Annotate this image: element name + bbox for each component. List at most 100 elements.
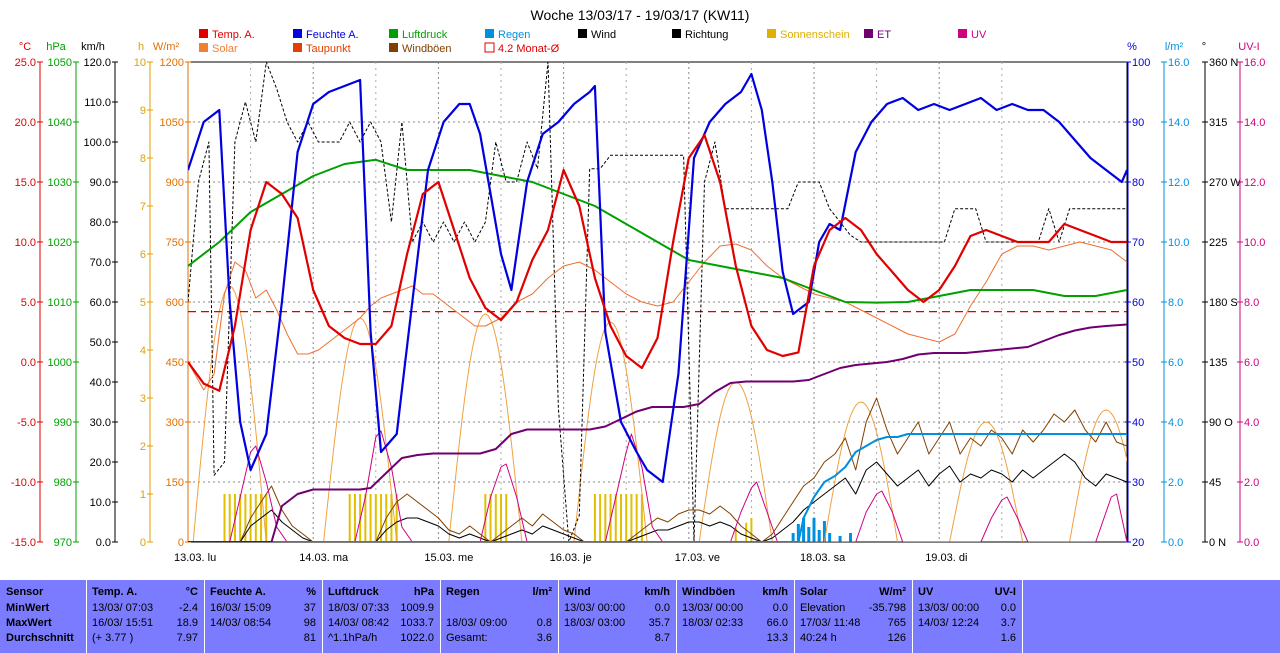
rain-tick-label: 2.0 <box>1168 477 1183 489</box>
sunshine-bar <box>380 494 383 542</box>
wind-tick-label: 0.0 <box>96 537 111 549</box>
stats-cell-value: 81 <box>303 632 316 644</box>
uv-tick-label: 6.0 <box>1244 357 1259 369</box>
sunshine-bar <box>640 494 643 542</box>
x-tick-label: 14.03. ma <box>299 552 349 564</box>
legend-swatch <box>864 29 873 38</box>
stats-cell-value: 13.3 <box>766 632 788 644</box>
sunshine-bar <box>599 494 602 542</box>
direction-axis-unit: ° <box>1202 41 1206 53</box>
wind-tick-label: 40.0 <box>90 377 111 389</box>
stats-cell-value: 7.97 <box>176 632 198 644</box>
rain-cumulative-line <box>188 433 1127 542</box>
rain-bar <box>807 527 811 542</box>
rain-tick-label: 4.0 <box>1168 417 1183 429</box>
solar-tick-label: 300 <box>166 417 184 429</box>
stats-column: Wind km/h 13/03/ 00:00 0.0 18/03/ 03:00 35.7 8… <box>558 580 677 653</box>
legend-label: 4.2 Monat-Ø <box>498 43 560 55</box>
uv-tick-label: 16.0 <box>1244 57 1265 69</box>
wind-axis-unit: km/h <box>81 41 105 53</box>
temp-tick-label: 10.0 <box>15 237 36 249</box>
stats-unit: UV-I <box>994 586 1016 598</box>
humidity-tick-label: 60 <box>1132 297 1144 309</box>
legend-swatch <box>293 43 302 52</box>
x-tick-label: 17.03. ve <box>675 552 720 564</box>
stats-cell-label: 14/03/ 08:54 <box>210 617 272 629</box>
stats-cell-label: MinWert <box>6 602 50 614</box>
sunshine-bar <box>254 494 257 542</box>
uv-tick-label: 8.0 <box>1244 297 1259 309</box>
pressure-tick-label: 1030 <box>48 177 72 189</box>
sunshine-bar <box>369 494 372 542</box>
legend-label: Windböen <box>402 43 452 55</box>
wind-tick-label: 50.0 <box>90 337 111 349</box>
solar-tick-label: 150 <box>166 477 184 489</box>
stats-header: Wind <box>564 586 591 598</box>
stats-column: Sensor MinWert MaxWert Durchschnitt <box>0 580 87 653</box>
stats-cell-value: 0.8 <box>536 617 552 629</box>
solar-axis-unit: W/m² <box>153 41 180 53</box>
solar-tick-label: 1200 <box>160 57 184 69</box>
rain-bar <box>849 533 853 542</box>
stats-cell-label: 14/03/ 08:42 <box>328 617 390 629</box>
stats-column: UV UV-I 13/03/ 00:00 0.0 14/03/ 12:24 3.7 1.6 <box>912 580 1023 653</box>
sunshine-tick-label: 9 <box>140 105 146 117</box>
legend-label: Wind <box>591 29 616 41</box>
humidity-tick-label: 50 <box>1132 357 1144 369</box>
wind-tick-label: 90.0 <box>90 177 111 189</box>
stats-cell-value: 18.9 <box>176 617 198 629</box>
sunshine-tick-label: 5 <box>140 297 146 309</box>
pressure-tick-label: 1050 <box>48 57 72 69</box>
stats-header: Sensor <box>6 586 44 598</box>
solar-day-curve <box>448 313 523 542</box>
wind-tick-label: 30.0 <box>90 417 111 429</box>
temp-tick-label: 20.0 <box>15 117 36 129</box>
legend-label: Sonnenschein <box>780 29 850 41</box>
stats-column: Windböen km/h 13/03/ 00:00 0.0 18/03/ 02:33 6… <box>676 580 795 653</box>
stats-cell-value: 0.0 <box>654 602 670 614</box>
stats-header: Solar <box>800 586 828 598</box>
stats-header: Windböen <box>682 586 736 598</box>
sunshine-bar <box>630 494 633 542</box>
sunshine-bar <box>239 494 242 542</box>
legend-label: Feuchte A. <box>306 29 359 41</box>
humidity-tick-label: 20 <box>1132 537 1144 549</box>
uv-tick-label: 10.0 <box>1244 237 1265 249</box>
stats-column: Solar W/m² Elevation -35.798 17/03/ 11:48 765… <box>794 580 913 653</box>
humidity-tick-label: 40 <box>1132 417 1144 429</box>
rain-bar <box>817 530 821 542</box>
rain-bar <box>802 518 806 542</box>
sunshine-bar <box>635 494 638 542</box>
stats-unit: % <box>306 586 316 598</box>
stats-cell-value: 37 <box>303 602 316 614</box>
legend-swatch <box>484 42 495 53</box>
sunshine-tick-label: 3 <box>140 393 146 405</box>
sunshine-bar <box>374 494 377 542</box>
uv-tick-label: 0.0 <box>1244 537 1259 549</box>
wind-tick-label: 80.0 <box>90 217 111 229</box>
solar-tick-label: 1050 <box>160 117 184 129</box>
legend-label: UV <box>971 29 987 41</box>
sunshine-tick-label: 10 <box>134 57 146 69</box>
stats-header: Luftdruck <box>328 586 379 598</box>
direction-tick-label: 90 O <box>1209 417 1233 429</box>
sunshine-tick-label: 0 <box>140 537 146 549</box>
humidity-tick-label: 100 <box>1132 57 1150 69</box>
wind-tick-label: 100.0 <box>83 137 111 149</box>
rain-tick-label: 10.0 <box>1168 237 1189 249</box>
x-tick-label: 18.03. sa <box>800 552 846 564</box>
stats-cell-label: 18/03/ 07:33 <box>328 602 390 614</box>
direction-tick-label: 315 <box>1209 117 1227 129</box>
stats-cell-value: -2.4 <box>179 602 198 614</box>
solar-tick-label: 450 <box>166 357 184 369</box>
sunshine-axis-unit: h <box>138 41 144 53</box>
sunshine-bar <box>265 494 268 542</box>
rain-tick-label: 12.0 <box>1168 177 1189 189</box>
pressure-tick-label: 970 <box>54 537 72 549</box>
uv-axis-unit: UV-I <box>1238 41 1259 53</box>
sunshine-tick-label: 6 <box>140 249 146 261</box>
temp-tick-label: -5.0 <box>17 417 36 429</box>
stats-cell-label: Elevation <box>800 602 846 614</box>
rain-tick-label: 6.0 <box>1168 357 1183 369</box>
direction-tick-label: 0 N <box>1209 537 1226 549</box>
